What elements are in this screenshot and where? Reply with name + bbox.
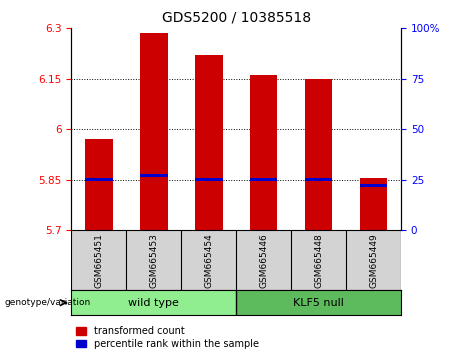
Bar bbox=[85, 178, 112, 181]
Bar bbox=[305, 79, 332, 230]
Bar bbox=[250, 75, 278, 230]
Legend: transformed count, percentile rank within the sample: transformed count, percentile rank withi… bbox=[77, 326, 259, 349]
Text: wild type: wild type bbox=[129, 298, 179, 308]
Bar bbox=[250, 178, 278, 181]
Bar bbox=[360, 178, 387, 230]
Title: GDS5200 / 10385518: GDS5200 / 10385518 bbox=[162, 10, 311, 24]
Bar bbox=[236, 290, 401, 315]
Text: GSM665451: GSM665451 bbox=[95, 233, 103, 288]
Bar bbox=[305, 178, 332, 181]
Text: GSM665449: GSM665449 bbox=[369, 233, 378, 288]
Text: KLF5 null: KLF5 null bbox=[293, 298, 344, 308]
Bar bbox=[140, 33, 168, 230]
Bar bbox=[195, 55, 223, 230]
Bar bbox=[71, 290, 236, 315]
Text: GSM665454: GSM665454 bbox=[204, 233, 213, 288]
Bar bbox=[140, 174, 168, 177]
Bar bbox=[85, 139, 112, 230]
Text: GSM665448: GSM665448 bbox=[314, 233, 323, 288]
Text: genotype/variation: genotype/variation bbox=[5, 298, 91, 307]
Bar bbox=[195, 178, 223, 181]
Bar bbox=[360, 184, 387, 187]
Text: GSM665446: GSM665446 bbox=[259, 233, 268, 288]
Text: GSM665453: GSM665453 bbox=[149, 233, 159, 288]
